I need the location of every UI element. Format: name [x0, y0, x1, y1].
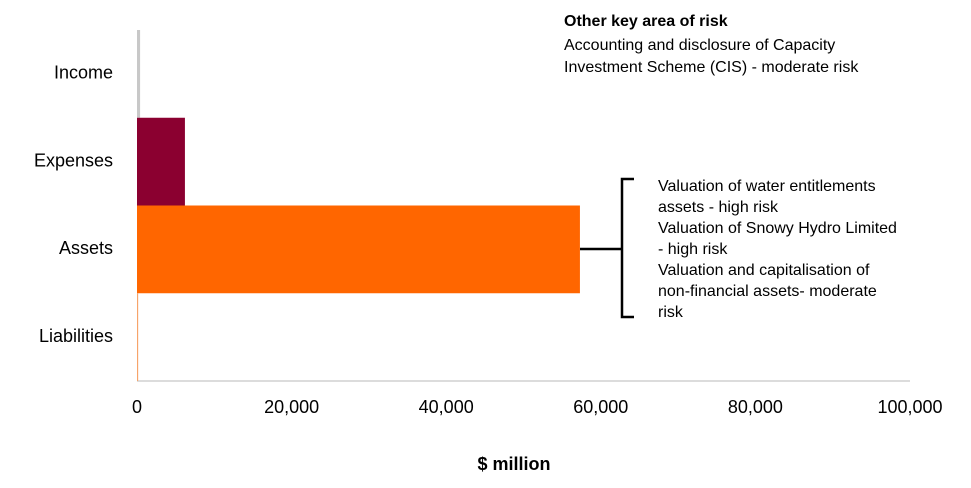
x-tick-label: 100,000 — [877, 397, 942, 417]
annotation-line: non-financial assets- moderate — [658, 283, 877, 300]
x-tick-label: 0 — [132, 397, 142, 417]
annotation-line: risk — [658, 304, 684, 321]
bar — [137, 30, 141, 118]
annotation-title: Other key area of risk — [564, 13, 728, 30]
annotation-line: Accounting and disclosure of Capacity — [564, 37, 835, 54]
annotation-line: Investment Scheme (CIS) - moderate risk — [564, 59, 859, 76]
y-tick-label: Assets — [59, 238, 113, 258]
x-axis-label: $ million — [477, 454, 550, 474]
x-tick-label: 40,000 — [419, 397, 474, 417]
y-tick-label: Expenses — [34, 150, 113, 170]
x-tick-label: 20,000 — [264, 397, 319, 417]
y-tick-label: Income — [54, 63, 113, 83]
bracket — [580, 177, 634, 319]
annotation-line: Valuation of Snowy Hydro Limited — [658, 220, 897, 237]
annotation-line: Valuation and capitalisation of — [658, 262, 870, 279]
bar — [137, 117, 185, 206]
annotation-line: Valuation of water entitlements — [658, 178, 876, 195]
annotation-line: - high risk — [658, 241, 728, 258]
annotation-line: assets - high risk — [658, 199, 779, 216]
bar — [137, 205, 580, 294]
y-tick-label: Liabilities — [39, 326, 113, 346]
x-tick-label: 60,000 — [573, 397, 628, 417]
x-tick-label: 80,000 — [728, 397, 783, 417]
bar — [137, 293, 139, 381]
